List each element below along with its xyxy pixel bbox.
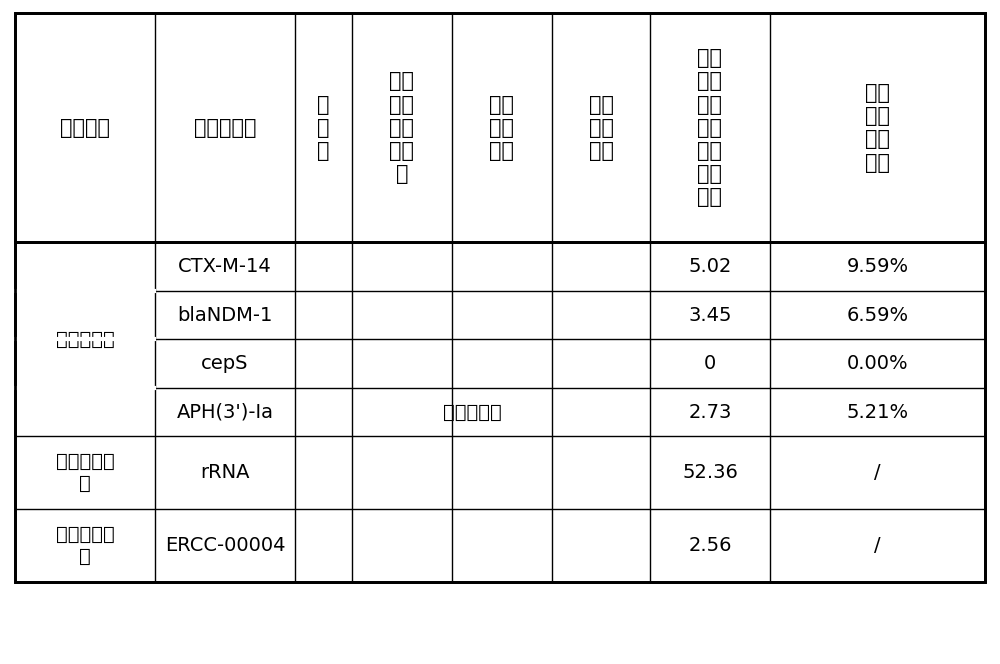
Text: 耐药
性基
因序
列编
号: 耐药 性基 因序 列编 号 (390, 72, 415, 184)
Text: APH(3')-Ia: APH(3')-Ia (176, 402, 274, 422)
Text: 2.56: 2.56 (688, 537, 732, 555)
Text: 2.73: 2.73 (688, 402, 732, 422)
Text: cepS: cepS (201, 354, 249, 373)
Text: 耐药
性基
因的
含量: 耐药 性基 因的 含量 (865, 83, 890, 173)
Text: /: / (874, 537, 881, 555)
Text: 9.59%: 9.59% (846, 257, 909, 276)
Text: 5.02: 5.02 (688, 257, 732, 276)
Text: 下游
引物
序列: 下游 引物 序列 (588, 94, 614, 161)
Text: CTX-M-14: CTX-M-14 (178, 257, 272, 276)
Text: blaNDM-1: blaNDM-1 (177, 305, 273, 325)
Text: 耐药性基因: 耐药性基因 (194, 118, 256, 138)
Text: 基因类别: 基因类别 (60, 118, 110, 138)
Text: /: / (874, 463, 881, 482)
Text: 6.59%: 6.59% (846, 305, 909, 325)
Bar (15, 13, 985, 582)
Text: 5.21%: 5.21% (846, 402, 909, 422)
Text: 3.45: 3.45 (688, 305, 732, 325)
Text: ERCC-00004: ERCC-00004 (165, 537, 285, 555)
Text: 耐药性基因: 耐药性基因 (56, 330, 114, 349)
Text: 52.36: 52.36 (682, 463, 738, 482)
Text: 0: 0 (704, 354, 716, 373)
Text: 内源标准基
因: 内源标准基 因 (56, 452, 114, 493)
Text: 0.00%: 0.00% (847, 354, 908, 373)
Text: 上游
引物
序列: 上游 引物 序列 (490, 94, 514, 161)
Text: rRNA: rRNA (200, 463, 250, 482)
Bar (15, 13, 985, 582)
Text: 高通
量测
序片
段的
数量
（万
条）: 高通 量测 序片 段的 数量 （万 条） (698, 48, 722, 207)
Text: 外源标准基
因: 外源标准基 因 (56, 525, 114, 566)
Text: 抗
生
素: 抗 生 素 (317, 94, 330, 161)
Text: 与表１相同: 与表１相同 (443, 403, 502, 422)
